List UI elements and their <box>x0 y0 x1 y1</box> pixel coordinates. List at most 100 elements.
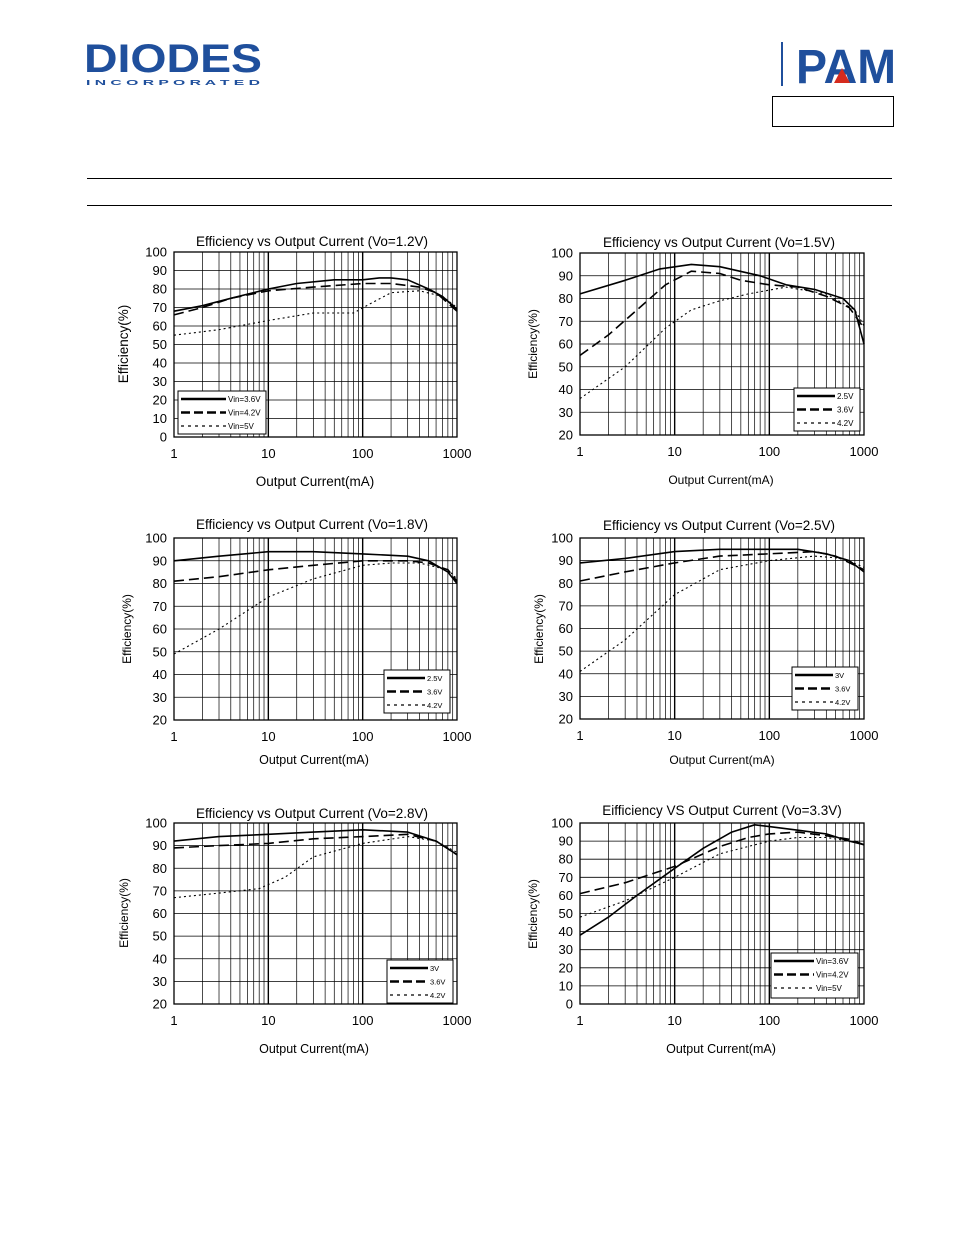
legend-label: 3.6V <box>430 978 445 987</box>
y-tick-label: 20 <box>559 428 573 443</box>
y-tick-label: 100 <box>551 816 573 831</box>
y-tick-label: 80 <box>153 576 167 591</box>
series-line <box>579 270 865 357</box>
x-tick-label: 1 <box>170 1013 177 1028</box>
y-tick-label: 30 <box>559 689 573 704</box>
y-tick-label: 70 <box>153 883 167 898</box>
y-tick-label: 30 <box>153 974 167 989</box>
y-tick-label: 70 <box>559 314 573 329</box>
plot-frame <box>173 251 458 438</box>
part-number-box <box>772 96 894 127</box>
x-tick-label: 100 <box>758 444 780 459</box>
y-tick-label: 0 <box>160 430 167 445</box>
pam-logo-red-triangle <box>834 68 850 83</box>
y-axis-label: Efficiency(%) <box>117 878 131 948</box>
x-tick-label: 1 <box>576 1013 583 1028</box>
series-line <box>173 290 458 336</box>
legend-label: 3V <box>430 964 439 973</box>
y-tick-label: 20 <box>559 960 573 975</box>
chart-legend: 2.5V 3.6V 4.2V <box>383 669 451 714</box>
x-tick-label: 1000 <box>443 729 472 744</box>
legend-label: Vin=5V <box>228 422 255 431</box>
y-tick-label: 30 <box>153 374 167 389</box>
chart-title: Eifficiency VS Output Current (Vo=3.3V) <box>602 803 842 818</box>
legend-label: Vin=4.2V <box>816 971 849 980</box>
chart-efficiency-vo-1-2v: Efficiency vs Output Current (Vo=1.2V) O… <box>116 234 471 489</box>
y-tick-label: 50 <box>153 644 167 659</box>
chart-grid <box>580 823 864 1004</box>
legend-label: 3V <box>835 671 844 680</box>
x-axis-label: Output Current(mA) <box>259 753 369 767</box>
chart-efficiency-vo-1-8v: Efficiency vs Output Current (Vo=1.8V) O… <box>120 517 472 767</box>
y-tick-label: 60 <box>559 888 573 903</box>
y-tick-label: 90 <box>559 834 573 849</box>
x-tick-label: 100 <box>758 1013 780 1028</box>
x-tick-label: 100 <box>758 728 780 743</box>
x-tick-label: 10 <box>667 444 681 459</box>
legend-label: 3.6V <box>835 685 850 694</box>
y-tick-label: 30 <box>559 942 573 957</box>
x-tick-label: 10 <box>667 728 681 743</box>
x-axis-label: Output Current(mA) <box>669 753 774 767</box>
x-tick-label: 1000 <box>443 1013 472 1028</box>
chart-efficiency-vo-2-5v: Efficiency vs Output Current (Vo=2.5V) O… <box>532 518 879 767</box>
chart-grid <box>174 252 457 437</box>
series-line <box>579 550 865 582</box>
legend-label: 4.2V <box>430 991 445 1000</box>
series-line <box>579 286 865 400</box>
y-tick-label: 20 <box>153 713 167 728</box>
legend-label: 3.6V <box>837 406 854 415</box>
y-tick-label: 80 <box>559 576 573 591</box>
y-tick-label: 100 <box>551 246 573 261</box>
plot-frame <box>173 537 458 721</box>
y-tick-label: 50 <box>153 929 167 944</box>
chart-title: Efficiency vs Output Current (Vo=2.5V) <box>603 518 835 533</box>
legend-label: 2.5V <box>427 674 442 683</box>
diodes-logo-subtext: I N C O R P O R A T E D <box>86 78 261 87</box>
x-tick-label: 1000 <box>850 728 879 743</box>
chart-title: Efficiency vs Output Current (Vo=1.2V) <box>196 234 428 249</box>
legend-label: 4.2V <box>427 701 442 710</box>
x-tick-label: 10 <box>261 446 275 461</box>
x-axis-label: Output Current(mA) <box>259 1042 369 1056</box>
y-tick-label: 50 <box>559 359 573 374</box>
y-tick-label: 90 <box>153 263 167 278</box>
chart-efficiency-vo-3-3v: Eifficiency VS Output Current (Vo=3.3V) … <box>526 803 879 1056</box>
series-line <box>173 277 458 312</box>
series-line <box>173 562 458 655</box>
chart-legend: Vin=3.6V Vin=4.2V Vin=5V <box>770 952 859 999</box>
y-tick-label: 60 <box>153 906 167 921</box>
y-tick-label: 10 <box>559 978 573 993</box>
y-tick-label: 50 <box>559 906 573 921</box>
series-line <box>173 829 458 856</box>
y-tick-label: 40 <box>153 356 167 371</box>
y-axis-label: Efficiency(%) <box>532 594 546 664</box>
y-tick-label: 90 <box>153 553 167 568</box>
y-tick-label: 90 <box>559 553 573 568</box>
legend-label: Vin=3.6V <box>228 395 261 404</box>
legend-label: 2.5V <box>837 392 854 401</box>
y-tick-label: 100 <box>145 531 167 546</box>
chart-efficiency-vo-2-8v: Efficiency vs Output Current (Vo=2.8V) O… <box>117 806 472 1056</box>
series-line <box>173 833 458 856</box>
chart-grid <box>580 538 864 719</box>
chart-grid <box>580 253 864 435</box>
chart-title: Efficiency vs Output Current (Vo=1.5V) <box>603 235 835 250</box>
x-tick-label: 1 <box>170 446 177 461</box>
x-tick-label: 1 <box>576 444 583 459</box>
series-line <box>173 560 458 582</box>
x-tick-label: 1000 <box>850 1013 879 1028</box>
x-tick-label: 10 <box>261 729 275 744</box>
header-rule <box>87 178 892 179</box>
y-tick-label: 50 <box>559 644 573 659</box>
y-tick-label: 70 <box>559 598 573 613</box>
diodes-logo: DIODES I N C O R P O R A T E D <box>84 37 262 87</box>
plot-frame <box>173 822 458 1005</box>
y-tick-label: 40 <box>559 382 573 397</box>
plot-frame <box>579 537 865 720</box>
legend-label: Vin=3.6V <box>816 957 849 966</box>
y-tick-label: 60 <box>153 319 167 334</box>
x-axis-label: Output Current(mA) <box>666 1042 776 1056</box>
y-tick-label: 90 <box>559 268 573 283</box>
y-tick-label: 70 <box>153 599 167 614</box>
